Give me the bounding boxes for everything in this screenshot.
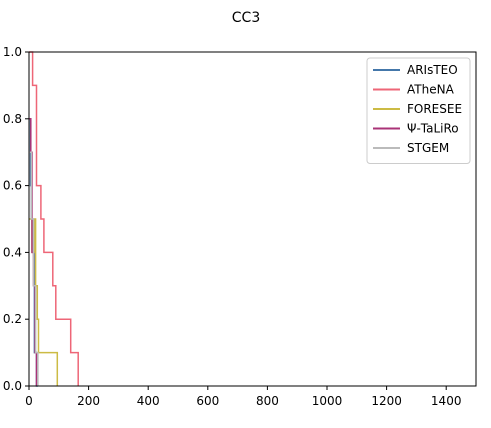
legend: ARIsTEO ATheNA FORESEE Ψ-TaLiRo STGEM [366,57,471,164]
y-axis: 0.0 0.2 0.4 0.6 0.8 1.0 [3,45,29,393]
x-tick-label: 200 [77,394,100,408]
chart-title: CC3 [232,10,260,26]
x-tick-label: 400 [137,394,160,408]
x-tick-label: 0 [25,394,33,408]
legend-label: ARIsTEO [407,63,458,77]
y-tick-label: 0.8 [3,112,22,126]
series-line-4 [29,151,39,386]
series-line-1 [29,51,79,386]
x-tick-label: 1200 [371,394,402,408]
plot-frame [28,51,477,387]
legend-label: STGEM [407,141,449,155]
y-tick-label: 0.2 [3,312,22,326]
legend-label: Ψ-TaLiRo [407,122,459,136]
legend-label: ATheNA [407,83,455,97]
y-tick-label: 0.4 [3,245,22,259]
x-tick-label: 600 [196,394,219,408]
x-axis: 0 200 400 600 800 1000 1200 1400 [25,386,461,408]
y-tick-label: 0.0 [3,379,22,393]
x-tick-label: 800 [256,394,279,408]
x-tick-label: 1000 [312,394,343,408]
y-tick-label: 1.0 [3,45,22,59]
x-tick-label: 1400 [431,394,462,408]
y-tick-label: 0.6 [3,179,22,193]
series-layer [29,51,79,387]
legend-label: FORESEE [407,102,462,116]
legend-box [366,57,471,164]
